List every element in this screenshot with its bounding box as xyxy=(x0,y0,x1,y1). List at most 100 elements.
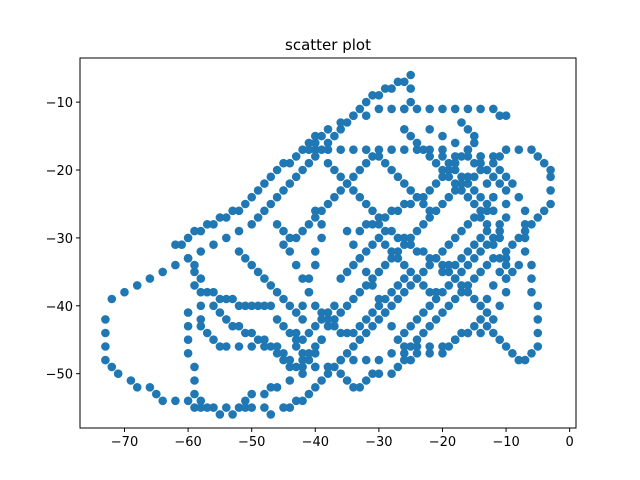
scatter-point xyxy=(457,152,466,161)
scatter-point xyxy=(400,77,409,87)
scatter-point xyxy=(482,220,492,229)
scatter-point xyxy=(438,287,447,297)
scatter-point xyxy=(546,165,555,175)
scatter-point xyxy=(279,158,288,168)
scatter-point xyxy=(476,206,485,216)
scatter-point xyxy=(393,281,403,290)
scatter-point xyxy=(438,349,447,358)
scatter-point xyxy=(247,342,256,351)
scatter-point xyxy=(476,192,485,202)
scatter-point xyxy=(450,274,460,283)
scatter-point xyxy=(317,308,326,317)
scatter-point xyxy=(476,247,485,256)
scatter-point xyxy=(501,145,511,154)
scatter-point xyxy=(425,321,435,331)
scatter-point xyxy=(349,294,358,304)
scatter-point xyxy=(349,328,358,338)
scatter-point xyxy=(298,165,307,175)
scatter-point xyxy=(285,233,295,243)
x-tick-label: −30 xyxy=(365,435,392,450)
scatter-point xyxy=(247,301,256,311)
scatter-point xyxy=(291,260,301,270)
scatter-point xyxy=(196,287,206,297)
scatter-point xyxy=(470,253,479,263)
scatter-point xyxy=(393,335,403,345)
scatter-point xyxy=(495,179,505,188)
scatter-point xyxy=(241,328,250,338)
scatter-point xyxy=(412,342,422,351)
scatter-point xyxy=(311,342,320,351)
scatter-point xyxy=(234,301,244,311)
scatter-point xyxy=(311,321,320,331)
scatter-point xyxy=(304,138,314,148)
scatter-point xyxy=(215,213,225,222)
scatter-point xyxy=(406,321,416,331)
scatter-point xyxy=(317,145,326,154)
scatter-point xyxy=(476,315,485,324)
scatter-point xyxy=(209,240,218,249)
scatter-point xyxy=(361,111,371,120)
scatter-point xyxy=(501,186,511,195)
scatter-point xyxy=(425,206,435,216)
scatter-point xyxy=(368,308,377,317)
scatter-point xyxy=(450,158,460,168)
scatter-point xyxy=(228,294,237,304)
scatter-point xyxy=(450,104,460,114)
scatter-point xyxy=(444,260,454,270)
scatter-point xyxy=(533,301,543,311)
scatter-point xyxy=(482,294,492,304)
scatter-point xyxy=(323,308,333,317)
scatter-point xyxy=(463,281,473,290)
scatter-point xyxy=(400,287,409,297)
scatter-point xyxy=(266,199,276,209)
scatter-point xyxy=(247,328,256,338)
y-tick-label: −20 xyxy=(46,164,73,179)
scatter-point xyxy=(145,383,155,392)
scatter-point xyxy=(330,192,339,202)
scatter-point xyxy=(355,253,365,263)
scatter-point xyxy=(450,260,460,270)
scatter-point xyxy=(527,287,536,297)
scatter-point xyxy=(209,403,218,412)
scatter-point xyxy=(291,396,301,406)
scatter-point xyxy=(400,179,409,188)
scatter-point xyxy=(196,226,206,236)
scatter-point xyxy=(323,321,333,331)
scatter-point xyxy=(209,287,218,297)
scatter-point xyxy=(438,342,447,351)
scatter-point xyxy=(279,349,288,358)
scatter-point xyxy=(495,165,505,175)
scatter-point xyxy=(380,226,390,236)
scatter-point xyxy=(202,328,212,338)
scatter-point xyxy=(228,321,237,331)
scatter-point xyxy=(222,233,231,243)
scatter-point xyxy=(470,294,479,304)
scatter-point xyxy=(183,321,193,331)
scatter-point xyxy=(336,118,346,127)
scatter-point xyxy=(374,145,384,154)
scatter-point xyxy=(317,376,326,385)
scatter-point xyxy=(311,301,320,311)
scatter-point xyxy=(158,396,167,406)
scatter-point xyxy=(463,220,473,229)
scatter-point xyxy=(514,192,524,202)
scatter-point xyxy=(425,186,435,195)
scatter-point xyxy=(495,152,505,161)
x-axis: −70 −60 −50 −40 −30 −20 −10 0 xyxy=(111,428,574,450)
scatter-point xyxy=(387,301,396,311)
scatter-point xyxy=(272,220,282,229)
scatter-point xyxy=(190,403,199,412)
scatter-point xyxy=(387,226,396,236)
scatter-point xyxy=(234,342,244,351)
scatter-point xyxy=(291,335,301,345)
scatter-point xyxy=(380,308,390,317)
scatter-point xyxy=(501,213,511,222)
scatter-point xyxy=(419,281,428,290)
scatter-point xyxy=(438,131,447,141)
scatter-point xyxy=(253,267,263,277)
scatter-point xyxy=(444,267,454,277)
scatter-point xyxy=(171,240,180,249)
scatter-point xyxy=(470,213,479,222)
scatter-point xyxy=(171,260,180,270)
scatter-point xyxy=(285,355,295,365)
